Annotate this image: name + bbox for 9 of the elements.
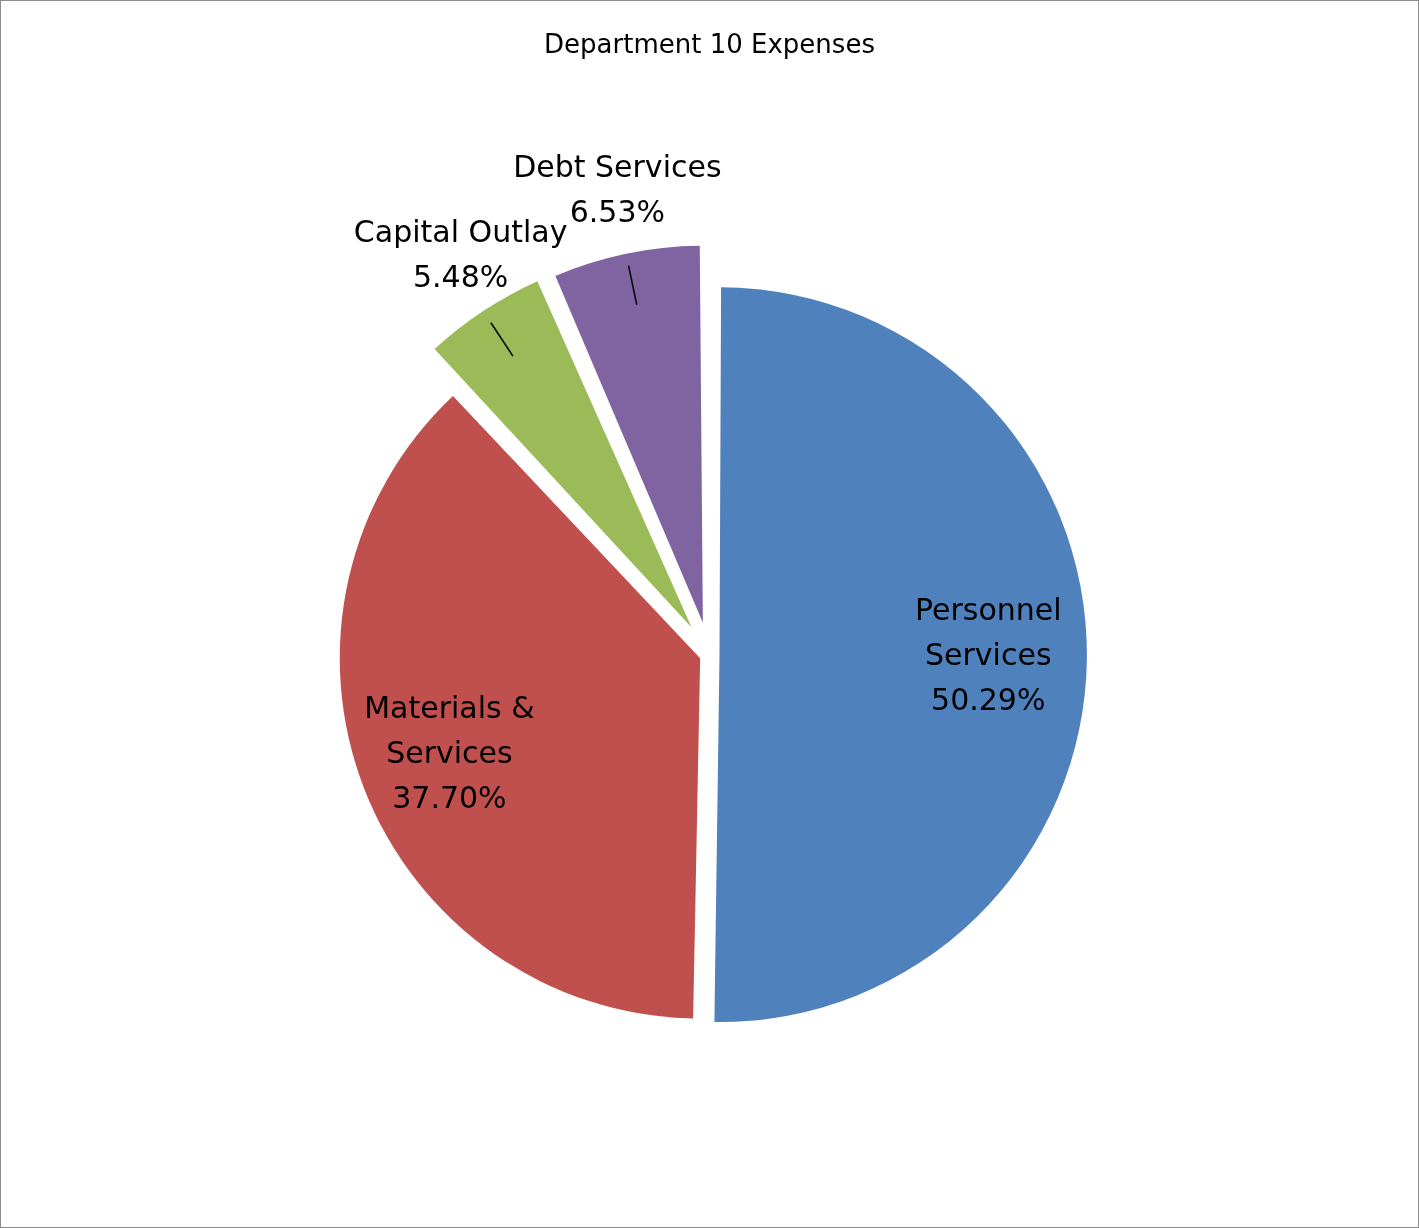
slice-label: Debt Services [513,148,722,184]
slice-label: Capital Outlay [353,214,568,250]
slice-label: Personnel Services [914,591,1062,672]
data-label: 50.29% [931,681,1046,717]
data-label: 6.53% [569,193,665,229]
data-label: 5.48% [412,259,509,295]
slice-label: Materials & Services [364,689,535,770]
chart-title: Department 10 Expenses [544,29,875,60]
data-label: 37.70% [392,779,507,815]
